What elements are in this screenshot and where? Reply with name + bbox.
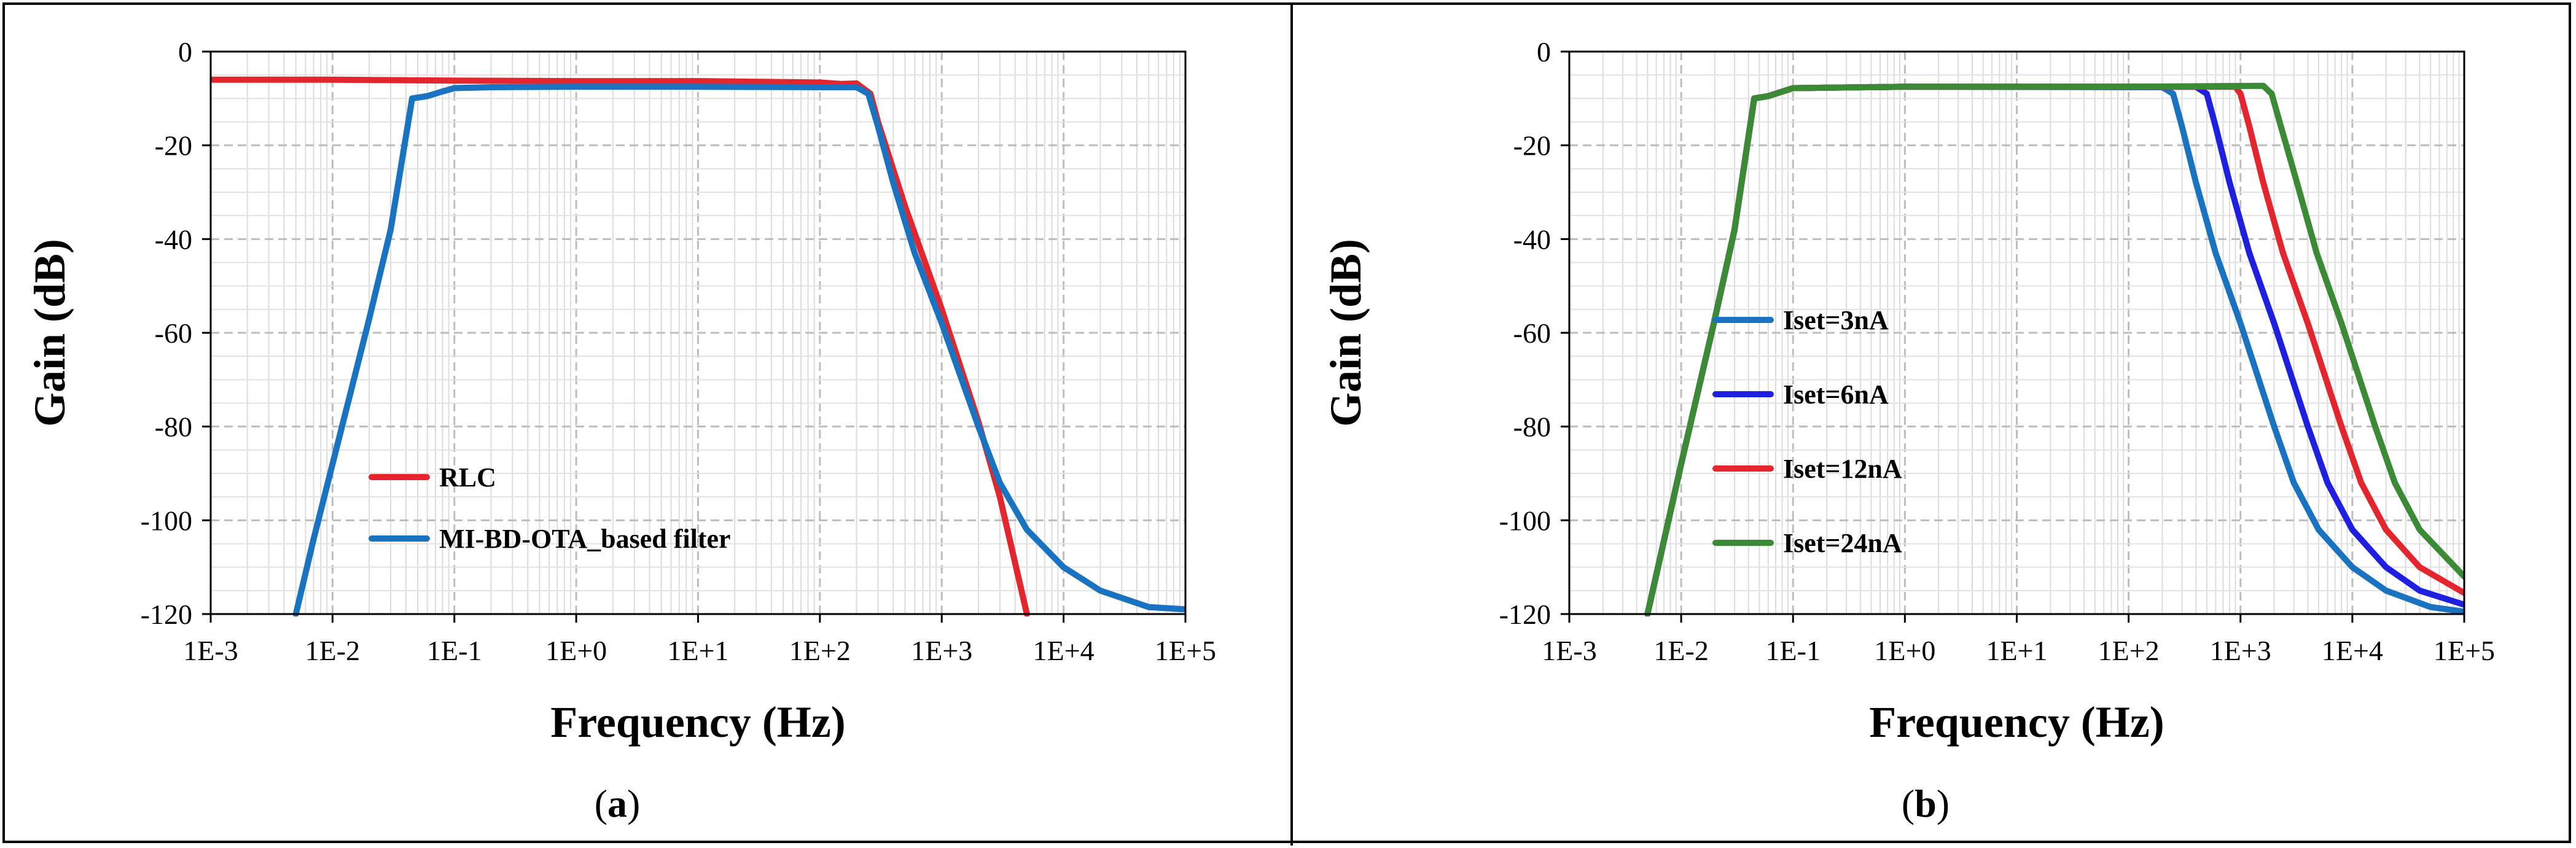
- y-tick-label: -60: [1513, 317, 1551, 349]
- legend-label: RLC: [439, 462, 496, 492]
- x-tick-label: 1E+1: [667, 635, 728, 666]
- x-tick-label: 1E-1: [427, 635, 482, 666]
- x-tick-label: 1E+1: [1986, 635, 2047, 666]
- y-tick-label: -20: [1513, 130, 1551, 161]
- x-tick-label: 1E+3: [911, 635, 972, 666]
- x-tick-label: 1E-1: [1766, 635, 1821, 666]
- x-tick-label: 1E+0: [1874, 635, 1935, 666]
- y-tick-label: -80: [155, 411, 192, 443]
- y-tick-label: -40: [155, 224, 192, 255]
- panel-a-legend: RLC MI-BD-OTA_based filter: [369, 462, 731, 554]
- legend-label: MI-BD-OTA_based filter: [439, 524, 731, 554]
- x-tick-label: 1E+2: [789, 635, 851, 666]
- panel-a: 1E-3 1E-2 1E-1 1E+0 1E+1 1E+2 1E+3 1E+4 1E+5 0 -2…: [25, 36, 1216, 825]
- panel-a-x-ticks: 1E-3 1E-2 1E-1 1E+0 1E+1 1E+2 1E+3 1E+4 1E+5: [183, 614, 1216, 666]
- x-tick-label: 1E+4: [2322, 635, 2383, 666]
- series-line-2: [292, 84, 1185, 617]
- legend-label: Iset=3nA: [1783, 305, 1889, 335]
- y-tick-label: -20: [155, 130, 192, 161]
- panel-b-label: b: [1914, 782, 1937, 825]
- x-tick-label: 1E-2: [1653, 635, 1708, 666]
- y-tick-label: -120: [141, 599, 192, 630]
- y-tick-label: -100: [1499, 505, 1551, 536]
- y-tick-label: -40: [1513, 224, 1551, 255]
- panel-a-caption: (a): [595, 782, 641, 825]
- x-tick-label: 1E-3: [1542, 635, 1596, 666]
- y-tick-label: 0: [1537, 36, 1551, 68]
- panel-b-y-axis-title: Gain (dB): [1321, 239, 1370, 427]
- x-tick-label: 1E-2: [305, 635, 360, 666]
- y-tick-label: -100: [141, 505, 192, 536]
- panel-b-series: [1644, 82, 2464, 617]
- x-tick-label: 1E+2: [2098, 635, 2160, 666]
- panel-a-y-ticks: 0 -20 -40 -60 -80 -100 -120: [141, 36, 211, 630]
- legend-label: Iset=24nA: [1783, 528, 1902, 558]
- series-line-4: [1644, 82, 2464, 617]
- x-tick-label: 1E+5: [1155, 635, 1216, 666]
- y-tick-label: -80: [1513, 411, 1551, 443]
- legend-label: Iset=6nA: [1783, 379, 1889, 410]
- panel-b: 1E-3 1E-2 1E-1 1E+0 1E+1 1E+2 1E+3 1E+4 1E+5 0 -2…: [1321, 36, 2495, 825]
- panel-b-caption: (b): [1902, 782, 1950, 825]
- panel-a-series: [211, 76, 1185, 617]
- legend-label: Iset=12nA: [1783, 454, 1902, 484]
- x-tick-label: 1E+0: [545, 635, 607, 666]
- panel-a-label: a: [607, 782, 627, 825]
- panel-a-y-axis-title: Gain (dB): [25, 239, 74, 427]
- panel-divider: [1290, 2, 1293, 846]
- panel-b-legend: Iset=3nA Iset=6nA Iset=12nA Iset=24nA: [1712, 305, 1902, 558]
- panel-a-grid: [209, 50, 1185, 615]
- panel-a-x-axis-title: Frequency (Hz): [550, 698, 846, 747]
- x-tick-label: 1E+4: [1033, 635, 1095, 666]
- panel-b-x-axis-title: Frequency (Hz): [1869, 698, 2164, 747]
- y-tick-label: 0: [178, 36, 192, 68]
- panel-b-y-ticks: 0 -20 -40 -60 -80 -100 -120: [1499, 36, 1569, 630]
- x-tick-label: 1E+3: [2210, 635, 2271, 666]
- panel-b-grid: [1568, 50, 2464, 615]
- y-tick-label: -60: [155, 317, 192, 349]
- x-tick-label: 1E+5: [2434, 635, 2495, 666]
- y-tick-label: -120: [1499, 599, 1551, 630]
- panel-b-x-ticks: 1E-3 1E-2 1E-1 1E+0 1E+1 1E+2 1E+3 1E+4 1E+5: [1542, 614, 2495, 666]
- x-tick-label: 1E-3: [183, 635, 238, 666]
